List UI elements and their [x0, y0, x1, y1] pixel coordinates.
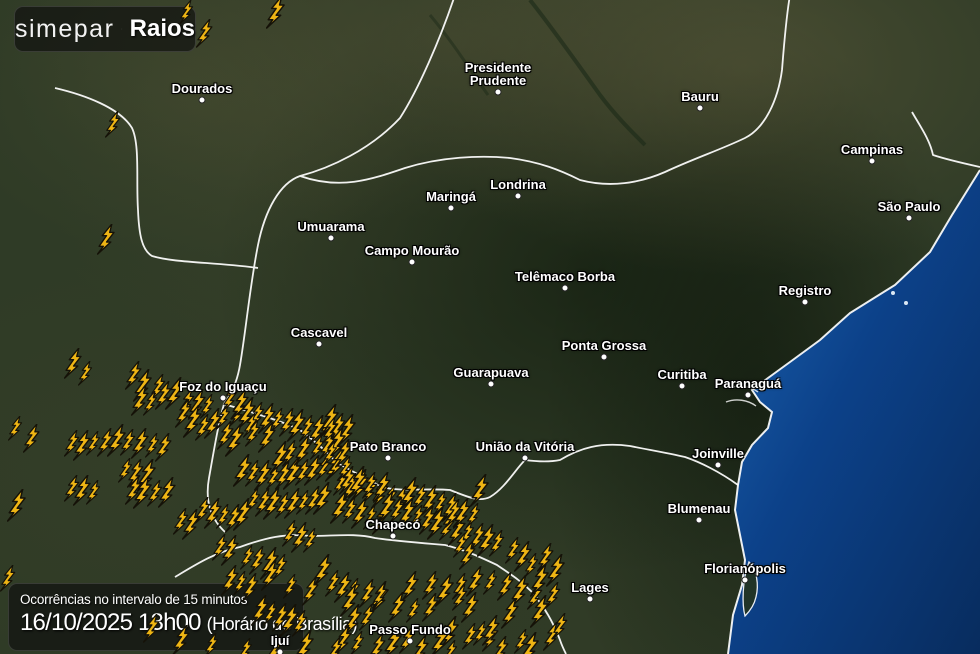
ocean: [728, 170, 980, 654]
timezone-note: (Horário de Brasília): [206, 614, 358, 634]
state-boundaries: [54, 0, 980, 654]
product-label: Raios: [129, 15, 195, 42]
bay-detail: [725, 385, 759, 407]
island: [891, 291, 895, 295]
simepar-logo: simepar Raios: [14, 6, 196, 52]
interval-note: Ocorrências no intervalo de 15 minutos: [20, 592, 248, 607]
radar-waves-icon: [121, 28, 123, 30]
simepar-wordmark: simepar: [15, 14, 115, 43]
datetime-line: 16/10/2025 13h00 (Horário de Brasília): [20, 609, 358, 637]
river: [428, 14, 490, 96]
footer-info-box: Ocorrências no intervalo de 15 minutos 1…: [8, 583, 358, 651]
island: [742, 560, 758, 618]
coastline: [727, 169, 980, 654]
river: [528, 0, 647, 147]
island: [904, 301, 908, 305]
datetime-value: 16/10/2025 13h00: [20, 609, 202, 636]
